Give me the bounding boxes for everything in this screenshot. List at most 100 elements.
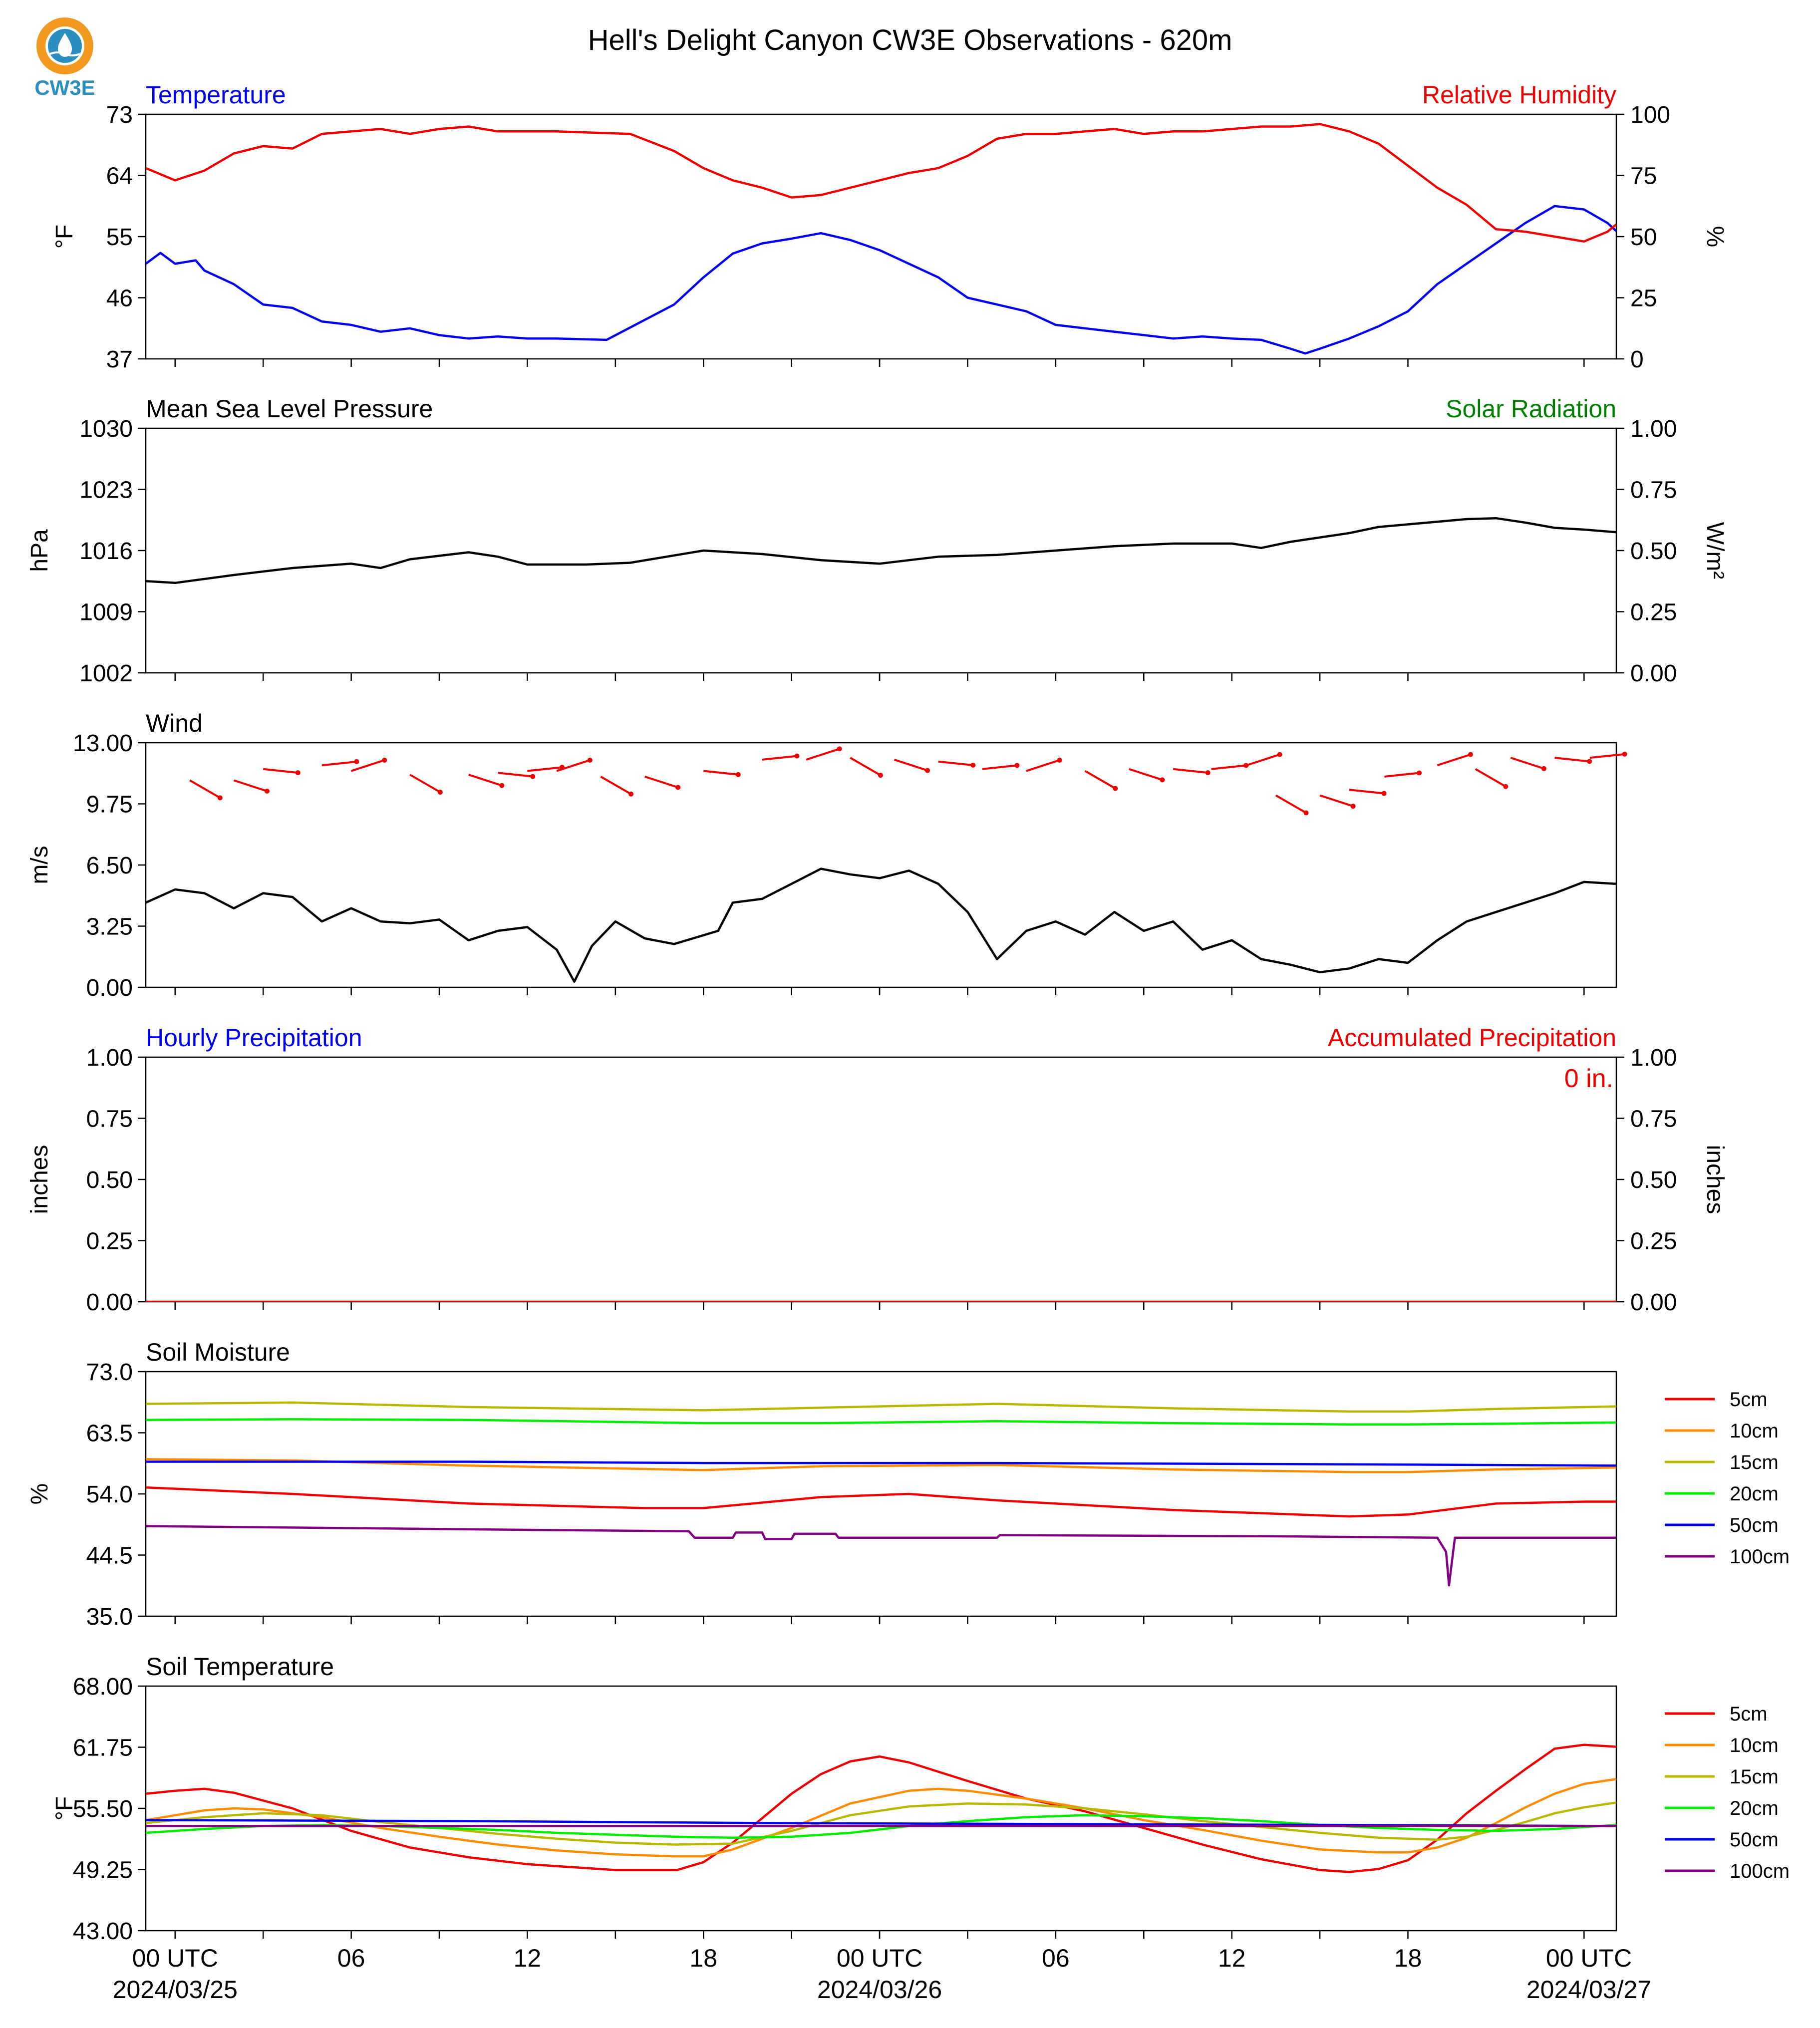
precip-total-annotation: 0 in. (1564, 1064, 1613, 1093)
wind-arrow-head (264, 789, 270, 794)
wind-arrow (1084, 770, 1116, 790)
x-tick-label: 00 UTC (1546, 1944, 1632, 1972)
y-axis-label: % (26, 1483, 53, 1505)
panel-precipitation: Hourly Precipitation Accumulated Precipit… (26, 1024, 1728, 1316)
wind-arrow (1554, 757, 1590, 763)
y-tick-label-right: 50 (1630, 224, 1657, 251)
wind-arrow-head (837, 746, 842, 752)
y-tick-label-right: 0.75 (1630, 477, 1677, 504)
panel-title-left: Soil Temperature (146, 1653, 334, 1681)
wind-arrow (1349, 789, 1384, 795)
wind-arrow-head (499, 783, 505, 788)
wind-arrow-head (587, 757, 593, 763)
x-date-label: 2024/03/27 (1526, 1976, 1651, 2004)
panel-soil_moisture: Soil Moisture 73.0 63.5 54.0 44.5 35.0% 5cm 10c… (26, 1338, 1790, 1630)
y-tick-label: 73 (106, 102, 133, 128)
y-tick-label: 0.50 (86, 1167, 133, 1193)
y-tick-label: 64 (106, 163, 133, 190)
panel-pressure: Mean Sea Level Pressure Solar Radiation 10… (26, 395, 1728, 687)
y-tick-label-right: 1.00 (1630, 416, 1677, 442)
wind-arrow (189, 779, 221, 799)
y-tick-label: 35.0 (86, 1604, 133, 1630)
wind-arrow-head (1057, 757, 1062, 763)
y-tick-label: 1009 (79, 599, 133, 626)
wind-arrow-head (1303, 810, 1309, 816)
panel-title-right: Relative Humidity (1422, 81, 1616, 109)
wind-arrow (982, 764, 1017, 770)
panel-title-left: Temperature (146, 81, 286, 109)
wind-arrow-head (1277, 752, 1282, 757)
wind-arrow-head (1113, 786, 1118, 791)
y-tick-label: 68.00 (73, 1674, 133, 1700)
x-tick-label: 12 (1218, 1944, 1246, 1972)
series-line-50cm (146, 1460, 1616, 1467)
wind-arrow-head (1468, 752, 1473, 757)
y-tick-label: 0.00 (86, 1289, 133, 1316)
wind-arrow (1475, 768, 1507, 788)
wind-arrow-head (878, 773, 883, 778)
wind-arrow (1437, 753, 1471, 767)
x-tick-label: 06 (1042, 1944, 1070, 1972)
chart-title: Hell's Delight Canyon CW3E Observations … (588, 24, 1232, 56)
y-tick-label-right: 0.50 (1630, 538, 1677, 565)
x-tick-label: 12 (514, 1944, 542, 1972)
logo-ring (36, 17, 93, 74)
wind-arrow-head (382, 757, 387, 763)
panel-title-left: Mean Sea Level Pressure (146, 395, 433, 423)
panel-frame (145, 113, 1617, 360)
y-tick-label: 1.00 (86, 1045, 133, 1071)
wind-arrow (1384, 772, 1420, 778)
wind-arrow (894, 759, 928, 772)
y-axis-label: m/s (26, 846, 53, 884)
wind-arrow-head (735, 772, 741, 777)
wind-arrow (233, 779, 268, 792)
legend-label: 5cm (1730, 1703, 1768, 1725)
wind-arrow-head (925, 768, 930, 773)
legend: 5cm 10cm 15cm 20cm 50cm 100cm (1665, 1389, 1790, 1568)
legend-label: 100cm (1730, 1860, 1790, 1882)
x-tick-label: 00 UTC (132, 1944, 218, 1972)
legend-label: 15cm (1730, 1451, 1779, 1473)
y-tick-label-right: 0.25 (1630, 599, 1677, 626)
wind-arrow-head (437, 790, 443, 795)
wind-arrow (498, 772, 533, 778)
x-date-label: 2024/03/26 (817, 1976, 942, 2004)
logo-wave-icon (49, 51, 80, 56)
y-tick-label-right: 100 (1630, 102, 1670, 128)
wind-arrow (762, 755, 797, 761)
wind-direction-arrows (189, 746, 1627, 816)
wind-arrow (468, 774, 503, 787)
y-tick-label-right: 75 (1630, 163, 1657, 190)
panel-title-right: Accumulated Precipitation (1328, 1024, 1616, 1052)
y-axis-label-right: inches (1702, 1145, 1728, 1214)
chart-panels: Temperature Relative Humidity 73 64 55 46 37 10… (26, 81, 1790, 1945)
panel-title-left: Hourly Precipitation (146, 1024, 362, 1052)
y-tick-label: 9.75 (86, 792, 133, 818)
wind-arrow (806, 748, 840, 761)
wind-arrow (1173, 768, 1208, 774)
wind-arrow (644, 775, 678, 789)
series-line-10cm (146, 1458, 1616, 1473)
legend-label: 100cm (1730, 1546, 1790, 1568)
panel-title-left: Soil Moisture (146, 1338, 290, 1366)
legend-label: 20cm (1730, 1483, 1779, 1505)
series-line-20cm (146, 1418, 1616, 1426)
series-line-1 (146, 123, 1616, 243)
wind-arrow (1275, 794, 1307, 814)
legend-label: 10cm (1730, 1420, 1779, 1442)
x-tick-label: 18 (689, 1944, 717, 1972)
x-axis-labels: 00 UTC 2024/03/25 06 12 18 00 UTC 2024/03/26 06… (113, 1944, 1651, 2004)
legend-label: 15cm (1730, 1766, 1779, 1788)
panel-frame (145, 1685, 1617, 1932)
y-tick-label: 1016 (79, 538, 133, 565)
wind-arrow (350, 759, 385, 772)
series-line-100cm (146, 1525, 1616, 1587)
wind-arrow (1589, 753, 1625, 759)
y-tick-label: 61.75 (73, 1735, 133, 1761)
wind-arrow-head (530, 774, 536, 779)
y-tick-label-right: 25 (1630, 286, 1657, 312)
wind-arrow (1026, 759, 1060, 772)
wind-arrow (1129, 768, 1163, 781)
wind-arrow-head (794, 753, 800, 759)
y-tick-label: 6.50 (86, 853, 133, 879)
